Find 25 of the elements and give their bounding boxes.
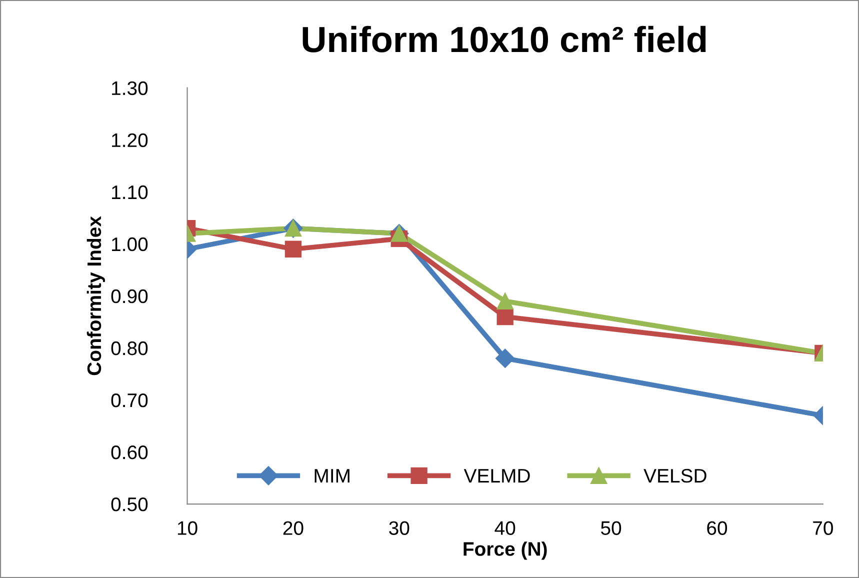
y-tick-label: 0.60	[111, 445, 148, 460]
y-tick-label: 0.70	[111, 393, 148, 408]
x-tick-label: 30	[389, 521, 410, 535]
x-tick-label: 60	[707, 521, 728, 535]
y-tick-label: 0.50	[111, 497, 148, 512]
y-tick-label: 1.10	[112, 185, 148, 200]
x-tick-label: 50	[601, 521, 622, 535]
y-tick-label: 1.00	[112, 237, 148, 252]
y-tick-label: 1.20	[112, 133, 148, 148]
point	[496, 308, 514, 326]
y-tick-label: 1.30	[112, 81, 148, 96]
point	[496, 348, 515, 368]
x-tick-label: 70	[813, 521, 833, 535]
legend-label: VELMD	[464, 469, 530, 482]
y-tick-label: 0.90	[111, 289, 148, 304]
x-axis-title: Force (N)	[464, 542, 547, 560]
legend-label: MIM	[314, 469, 350, 482]
y-tick-label: 0.80	[111, 341, 148, 356]
x-tick-label: 20	[283, 521, 304, 535]
point	[496, 292, 514, 310]
chart-title: Uniform 10x10 cm² field	[302, 26, 706, 52]
x-tick-label: 10	[178, 521, 198, 535]
x-tick-label: 40	[494, 521, 516, 535]
y-axis-title: Conformity Index	[86, 216, 105, 376]
legend-label: VELSD	[644, 468, 706, 483]
